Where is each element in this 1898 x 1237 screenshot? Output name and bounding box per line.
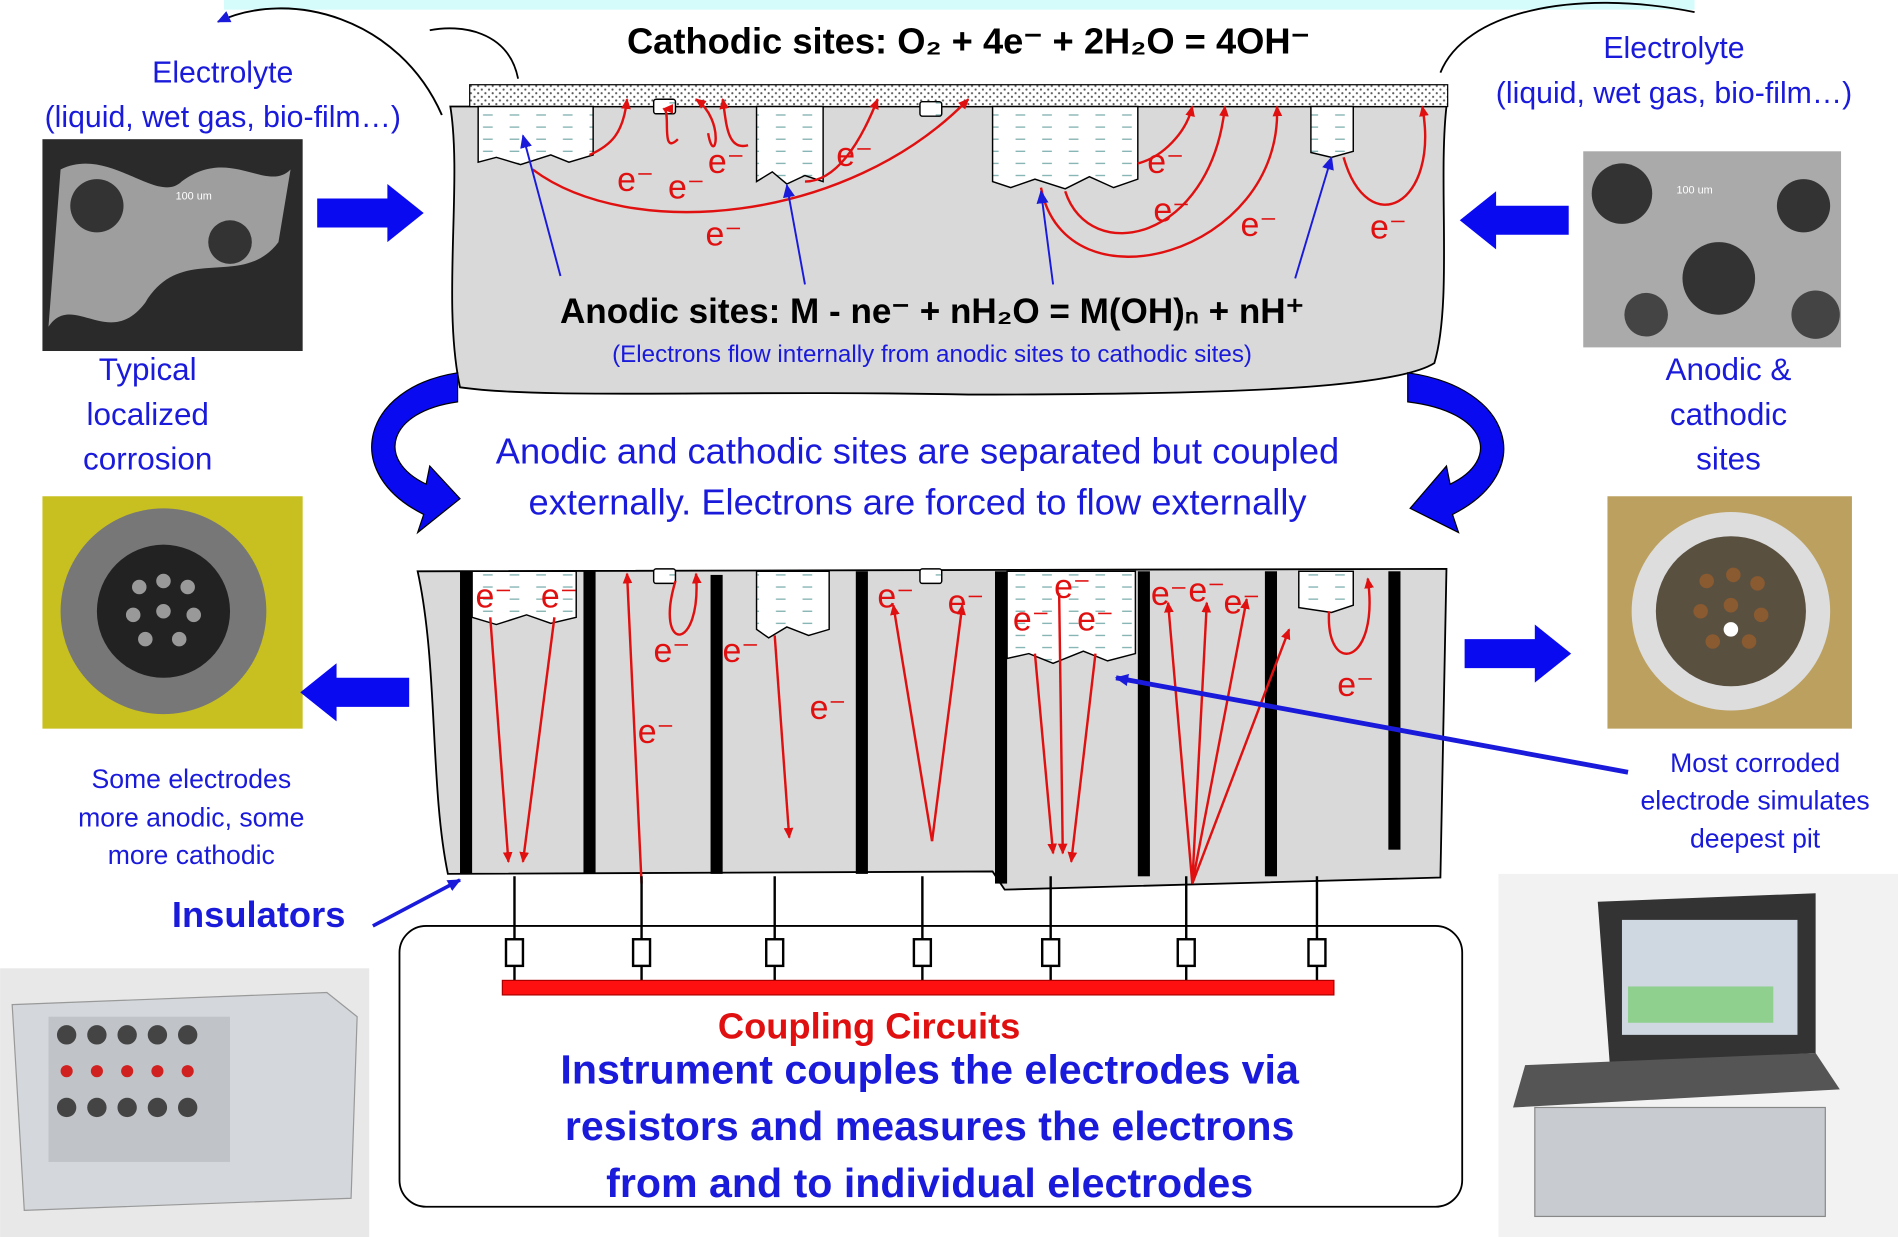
- resistor: [633, 939, 650, 966]
- electron-label: e⁻: [1337, 666, 1374, 704]
- resistor: [1042, 939, 1059, 966]
- probe-left: [42, 496, 302, 728]
- insulators-label: Insulators: [172, 894, 345, 935]
- resistor: [766, 939, 783, 966]
- electron-label: e⁻: [948, 584, 985, 622]
- middle-text: externally. Electrons are forced to flow…: [529, 481, 1308, 522]
- left-caption: Typical: [99, 352, 197, 387]
- instrument-text: resistors and measures the electrons: [565, 1103, 1294, 1149]
- electron-label: e⁻: [1013, 601, 1050, 639]
- electron-label: e⁻: [653, 632, 690, 670]
- right-caption: Anodic &: [1666, 352, 1792, 387]
- anodic-equation: Anodic sites: M - ne⁻ + nH₂O = M(OH)ₙ + …: [560, 292, 1304, 331]
- resistor: [506, 939, 523, 966]
- electron-label: e⁻: [1147, 143, 1184, 181]
- laptop-photo: [1499, 874, 1898, 1237]
- micrograph-scale: 100 um: [1676, 185, 1712, 197]
- micrograph-right: 100 um: [1583, 151, 1841, 347]
- diagram: 100 um 100 um: [0, 0, 1898, 1237]
- electron-label: e⁻: [541, 578, 578, 616]
- pointer-left-2: [430, 28, 518, 78]
- electrolyte-right: Electrolyte: [1603, 32, 1744, 65]
- top-band: [224, 0, 1695, 10]
- electron-label: e⁻: [1240, 206, 1277, 244]
- electron-label: e⁻: [1188, 572, 1225, 610]
- electron-label: e⁻: [668, 169, 705, 207]
- resistor: [1308, 939, 1325, 966]
- instrument-text: from and to individual electrodes: [606, 1160, 1253, 1206]
- left-note: Some electrodes: [91, 764, 291, 794]
- left-note: more cathodic: [108, 840, 275, 870]
- electrolyte-right: (liquid, wet gas, bio-film…): [1496, 77, 1852, 110]
- coupling-label: Coupling Circuits: [718, 1005, 1020, 1046]
- left-note: more anodic, some: [78, 803, 304, 833]
- left-caption: corrosion: [83, 442, 212, 477]
- electron-label: e⁻: [722, 632, 759, 670]
- electron-label: e⁻: [476, 578, 513, 616]
- electron-label: e⁻: [877, 578, 914, 616]
- left-caption: localized: [87, 397, 209, 432]
- electron-label: e⁻: [1151, 575, 1188, 613]
- middle-text: Anodic and cathodic sites are separated …: [496, 431, 1339, 472]
- page: {"header": {"cathodic_equation": "Cathod…: [0, 0, 1898, 1237]
- instrument-photo: [0, 968, 369, 1237]
- probe-right: [1607, 496, 1851, 728]
- electron-label: e⁻: [638, 713, 675, 751]
- electrolyte-left: (liquid, wet gas, bio-film…): [45, 101, 401, 134]
- electron-label: e⁻: [836, 136, 873, 174]
- electron-label: e⁻: [1153, 191, 1190, 229]
- right-note: Most corroded: [1670, 748, 1840, 778]
- electron-label: e⁻: [708, 143, 745, 181]
- right-note: deepest pit: [1690, 823, 1821, 853]
- resistor: [1178, 939, 1195, 966]
- coupling-bus: [502, 980, 1334, 995]
- electron-label: e⁻: [1077, 601, 1114, 639]
- electrolyte-film: [470, 85, 1448, 107]
- electron-label: e⁻: [706, 216, 743, 254]
- electron-label: e⁻: [1224, 584, 1261, 622]
- cathodic-equation: Cathodic sites: O₂ + 4e⁻ + 2H₂O = 4OH⁻: [627, 20, 1310, 61]
- instrument-text: Instrument couples the electrodes via: [560, 1046, 1300, 1092]
- resistor: [914, 939, 931, 966]
- right-note: electrode simulates: [1640, 786, 1869, 816]
- right-caption: cathodic: [1670, 397, 1787, 432]
- electron-label: e⁻: [1370, 208, 1407, 246]
- insulator-pointer: [373, 880, 460, 926]
- electron-label: e⁻: [810, 689, 847, 727]
- micrograph-left: 100 um: [42, 139, 302, 351]
- right-caption: sites: [1696, 442, 1761, 477]
- anodic-note: (Electrons flow internally from anodic s…: [612, 341, 1252, 368]
- micrograph-scale: 100 um: [176, 191, 212, 203]
- electron-label: e⁻: [617, 161, 654, 199]
- wires: [506, 876, 1325, 983]
- electrolyte-left: Electrolyte: [152, 56, 293, 89]
